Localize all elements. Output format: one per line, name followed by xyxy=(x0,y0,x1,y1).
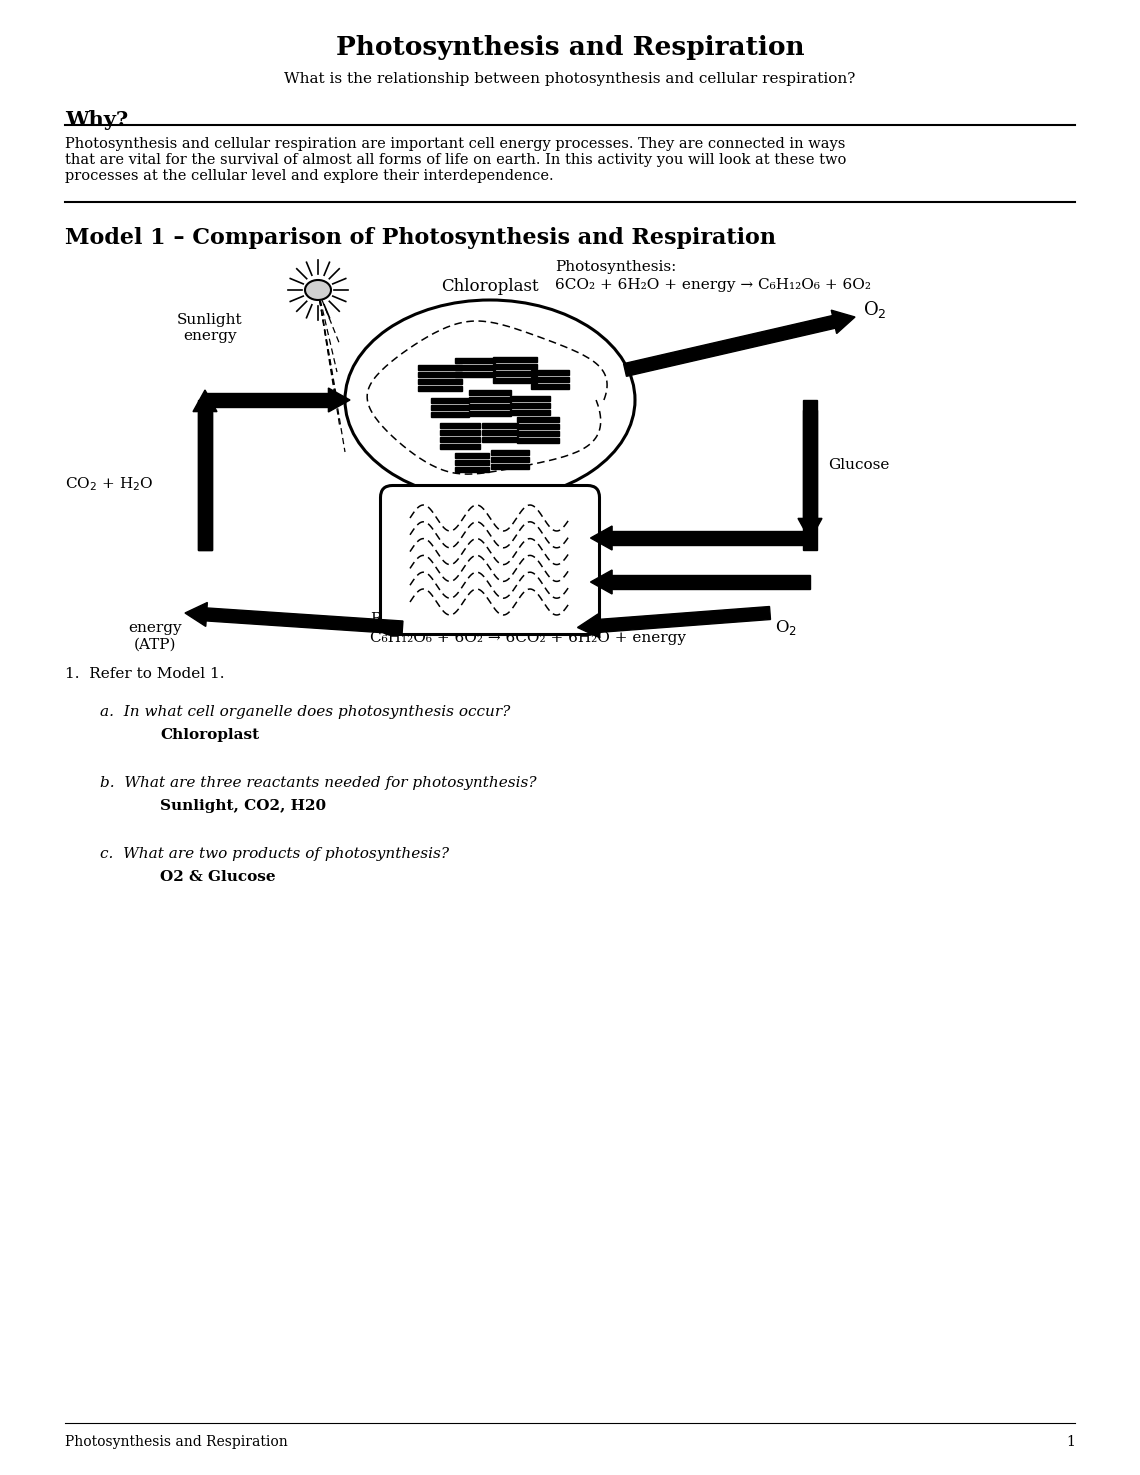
Bar xyxy=(482,431,518,435)
Bar xyxy=(431,406,469,410)
Text: b.  What are three reactants needed for photosynthesis?: b. What are three reactants needed for p… xyxy=(100,776,537,791)
Bar xyxy=(531,384,569,389)
Bar xyxy=(440,444,480,448)
Bar xyxy=(518,416,559,422)
Bar xyxy=(418,372,462,376)
Polygon shape xyxy=(185,602,207,627)
Polygon shape xyxy=(328,388,350,412)
Text: Mitochondrion: Mitochondrion xyxy=(428,463,552,479)
Bar xyxy=(440,437,480,441)
Bar xyxy=(492,357,537,361)
Polygon shape xyxy=(591,569,612,594)
Bar xyxy=(455,453,489,459)
Text: C₆H₁₂O₆ + 6O₂ → 6CO₂ + 6H₂O + energy: C₆H₁₂O₆ + 6O₂ → 6CO₂ + 6H₂O + energy xyxy=(370,631,686,645)
Text: O2 & Glucose: O2 & Glucose xyxy=(160,870,276,884)
Bar xyxy=(418,379,462,384)
Bar xyxy=(518,431,559,435)
Bar xyxy=(482,437,518,442)
Text: O$_2$: O$_2$ xyxy=(775,618,797,637)
Text: energy
(ATP): energy (ATP) xyxy=(128,621,181,650)
Bar xyxy=(531,370,569,375)
Polygon shape xyxy=(578,614,600,637)
Bar xyxy=(491,457,529,462)
FancyBboxPatch shape xyxy=(381,485,600,634)
Text: Photosynthesis and cellular respiration are important cell energy processes. The: Photosynthesis and cellular respiration … xyxy=(65,137,846,183)
Polygon shape xyxy=(598,606,771,633)
Bar xyxy=(491,450,529,454)
Text: Sunlight, CO2, H20: Sunlight, CO2, H20 xyxy=(160,799,326,813)
Text: 6CO₂ + 6H₂O + energy → C₆H₁₂O₆ + 6O₂: 6CO₂ + 6H₂O + energy → C₆H₁₂O₆ + 6O₂ xyxy=(555,277,871,292)
Bar xyxy=(440,429,480,435)
Ellipse shape xyxy=(306,280,331,299)
Text: Sunlight
energy: Sunlight energy xyxy=(177,313,243,344)
Bar xyxy=(469,410,511,416)
Polygon shape xyxy=(193,389,217,412)
Text: Glucose: Glucose xyxy=(828,459,889,472)
Text: Respiration:: Respiration: xyxy=(370,612,464,625)
Text: Chloroplast: Chloroplast xyxy=(160,729,259,742)
Bar xyxy=(491,465,529,469)
Text: c.  What are two products of photosynthesis?: c. What are two products of photosynthes… xyxy=(100,847,449,861)
Bar xyxy=(198,412,212,550)
Bar xyxy=(455,460,489,465)
Text: What is the relationship between photosynthesis and cellular respiration?: What is the relationship between photosy… xyxy=(284,72,856,86)
Bar xyxy=(431,398,469,403)
Polygon shape xyxy=(591,527,612,550)
Bar xyxy=(518,438,559,442)
Bar xyxy=(418,364,462,370)
Text: CO$_2$ + H$_2$O: CO$_2$ + H$_2$O xyxy=(65,475,154,493)
Bar xyxy=(455,364,495,370)
Bar xyxy=(612,575,811,589)
Bar xyxy=(510,410,549,414)
Bar xyxy=(510,403,549,409)
Bar xyxy=(518,423,559,429)
Bar xyxy=(440,422,480,428)
Bar xyxy=(455,358,495,363)
Bar xyxy=(492,363,537,369)
Text: O$_2$: O$_2$ xyxy=(863,298,887,320)
Text: Photosynthesis and Respiration: Photosynthesis and Respiration xyxy=(335,35,805,60)
Bar xyxy=(482,423,518,428)
Text: 1.  Refer to Model 1.: 1. Refer to Model 1. xyxy=(65,667,225,681)
Bar xyxy=(531,378,569,382)
Polygon shape xyxy=(831,310,855,333)
Ellipse shape xyxy=(345,299,635,500)
Bar xyxy=(198,400,212,550)
Bar xyxy=(418,385,462,391)
Bar xyxy=(612,531,811,544)
Bar xyxy=(510,395,549,401)
Bar xyxy=(492,378,537,382)
Text: Chloroplast: Chloroplast xyxy=(441,277,539,295)
Bar xyxy=(469,389,511,394)
Bar xyxy=(205,392,328,407)
Bar xyxy=(455,468,489,472)
Text: a.  In what cell organelle does photosynthesis occur?: a. In what cell organelle does photosynt… xyxy=(100,705,511,718)
Polygon shape xyxy=(624,316,836,376)
Bar xyxy=(469,404,511,409)
Polygon shape xyxy=(798,518,822,540)
Text: Photosynthesis:: Photosynthesis: xyxy=(555,260,676,274)
Bar xyxy=(469,397,511,401)
Bar xyxy=(803,410,817,518)
Text: Why?: Why? xyxy=(65,111,128,130)
Bar xyxy=(455,372,495,378)
Text: Photosynthesis and Respiration: Photosynthesis and Respiration xyxy=(65,1435,287,1448)
Bar xyxy=(803,400,817,550)
Bar xyxy=(492,370,537,376)
Polygon shape xyxy=(206,608,402,634)
Text: Model 1 – Comparison of Photosynthesis and Respiration: Model 1 – Comparison of Photosynthesis a… xyxy=(65,227,776,249)
Bar xyxy=(431,412,469,417)
Text: 1: 1 xyxy=(1066,1435,1075,1448)
